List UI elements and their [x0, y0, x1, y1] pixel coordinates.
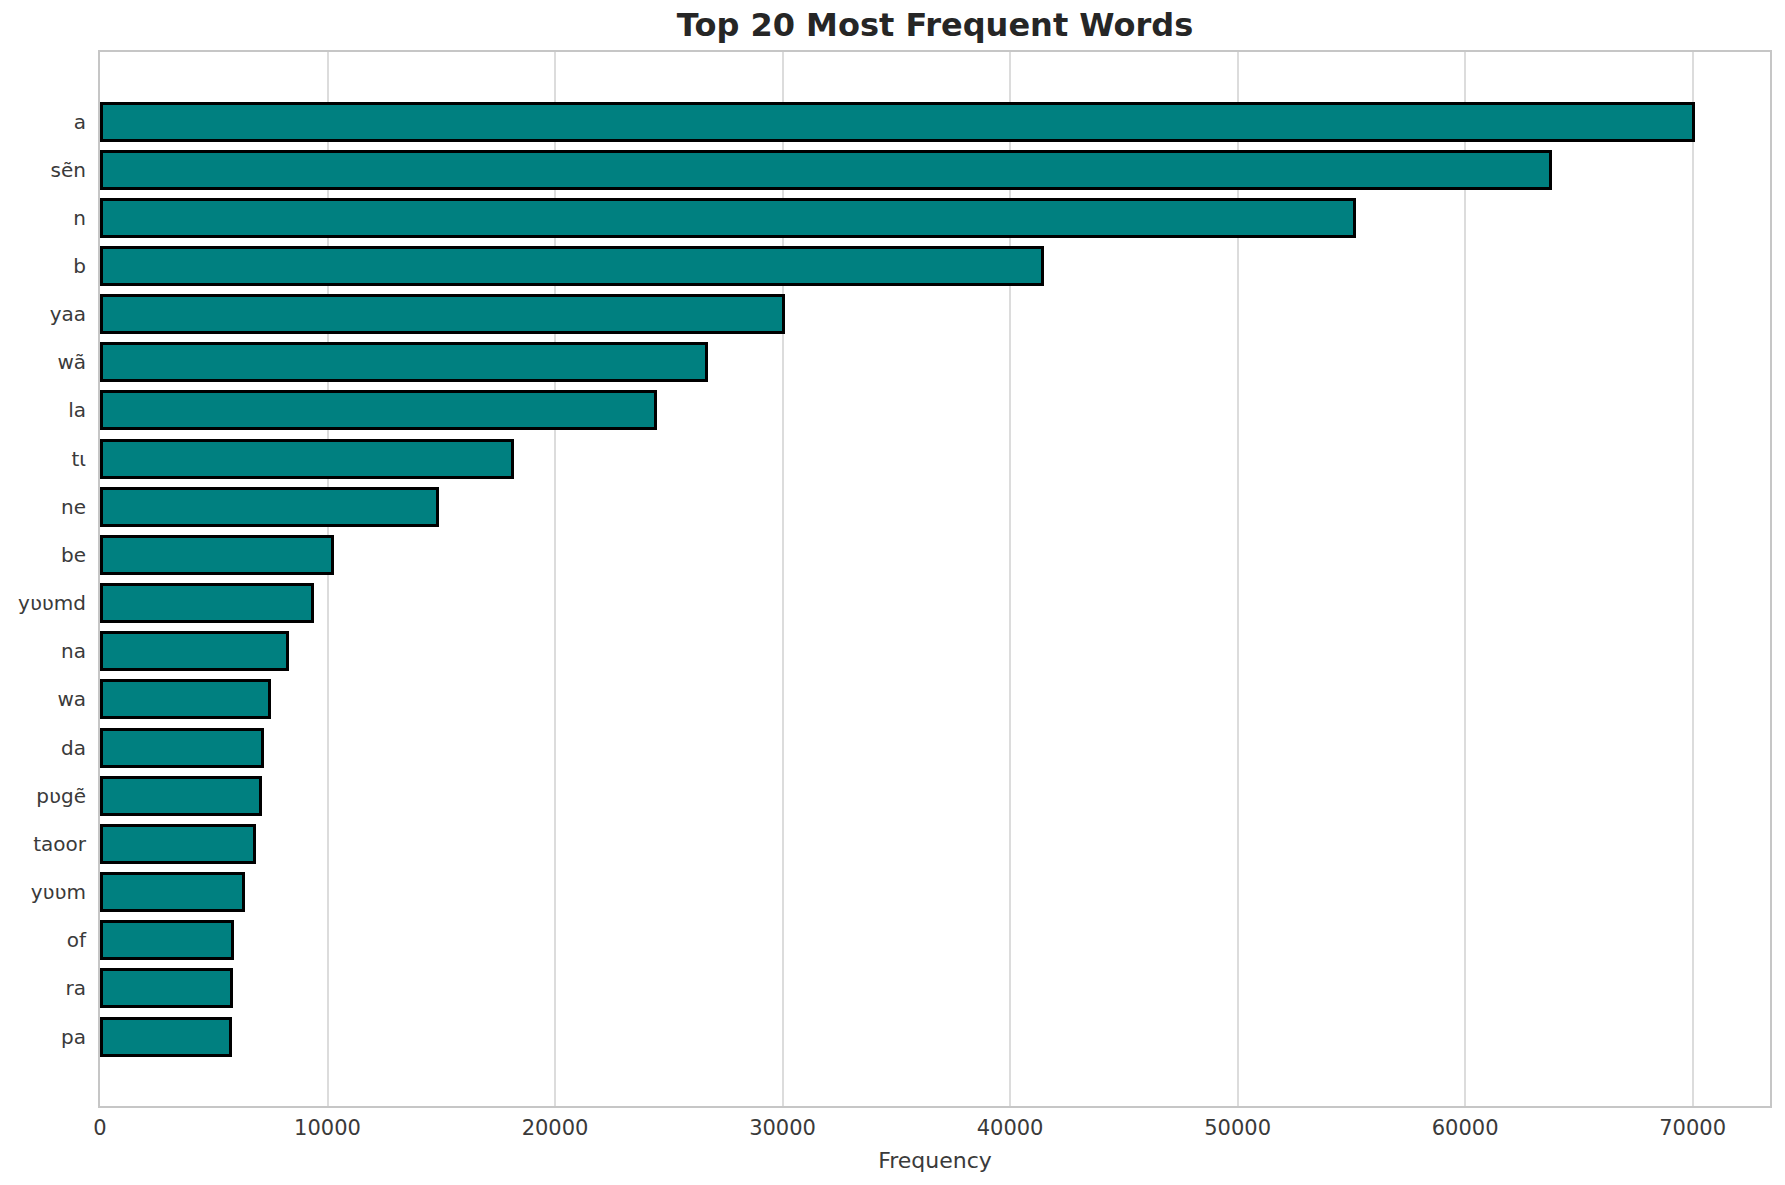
- y-tick-label-tɩ: tɩ: [0, 439, 86, 479]
- bar-n: [100, 198, 1356, 238]
- y-tick-label-la: la: [0, 390, 86, 430]
- x-tick-label-70000: 70000: [1613, 1116, 1773, 1140]
- bar-yʋʋmd: [100, 583, 314, 623]
- chart-title: Top 20 Most Frequent Words: [100, 6, 1770, 44]
- bar-da: [100, 728, 264, 768]
- x-tick-label-60000: 60000: [1385, 1116, 1545, 1140]
- bar-yaa: [100, 294, 785, 334]
- bar-taoor: [100, 824, 256, 864]
- y-tick-label-na: na: [0, 631, 86, 671]
- x-tick-label-40000: 40000: [930, 1116, 1090, 1140]
- y-tick-label-taoor: taoor: [0, 824, 86, 864]
- y-tick-label-pa: pa: [0, 1017, 86, 1057]
- y-tick-label-yʋʋmd: yʋʋmd: [0, 583, 86, 623]
- y-tick-label-yaa: yaa: [0, 294, 86, 334]
- bar-yʋʋm: [100, 872, 245, 912]
- bar-wã: [100, 342, 708, 382]
- figure: Top 20 Most Frequent Words Frequency a sẽ…: [0, 0, 1785, 1185]
- x-tick-label-0: 0: [20, 1116, 180, 1140]
- bar-pʋgẽ: [100, 776, 262, 816]
- y-tick-label-sẽn: sẽn: [0, 150, 86, 190]
- x-tick-label-30000: 30000: [703, 1116, 863, 1140]
- y-tick-label-yʋʋm: yʋʋm: [0, 872, 86, 912]
- y-tick-label-da: da: [0, 728, 86, 768]
- y-tick-label-pʋgẽ: pʋgẽ: [0, 776, 86, 816]
- plot-area: [98, 50, 1772, 1108]
- y-tick-label-a: a: [0, 102, 86, 142]
- y-tick-label-b: b: [0, 246, 86, 286]
- x-tick-label-50000: 50000: [1158, 1116, 1318, 1140]
- bar-la: [100, 390, 657, 430]
- bar-tɩ: [100, 439, 514, 479]
- y-tick-label-ne: ne: [0, 487, 86, 527]
- bar-a: [100, 102, 1695, 142]
- x-tick-label-20000: 20000: [475, 1116, 635, 1140]
- bar-b: [100, 246, 1044, 286]
- x-axis-label: Frequency: [100, 1148, 1770, 1173]
- bar-of: [100, 920, 234, 960]
- y-tick-label-of: of: [0, 920, 86, 960]
- y-tick-label-wã: wã: [0, 342, 86, 382]
- bar-sẽn: [100, 150, 1552, 190]
- bar-ne: [100, 487, 439, 527]
- bar-wa: [100, 679, 271, 719]
- y-tick-label-ra: ra: [0, 968, 86, 1008]
- bar-pa: [100, 1017, 232, 1057]
- gridline-x-60000: [1464, 52, 1466, 1106]
- bar-be: [100, 535, 334, 575]
- y-tick-label-wa: wa: [0, 679, 86, 719]
- y-tick-label-be: be: [0, 535, 86, 575]
- bar-ra: [100, 968, 233, 1008]
- gridline-x-70000: [1692, 52, 1694, 1106]
- bar-na: [100, 631, 289, 671]
- y-tick-label-n: n: [0, 198, 86, 238]
- x-tick-label-10000: 10000: [248, 1116, 408, 1140]
